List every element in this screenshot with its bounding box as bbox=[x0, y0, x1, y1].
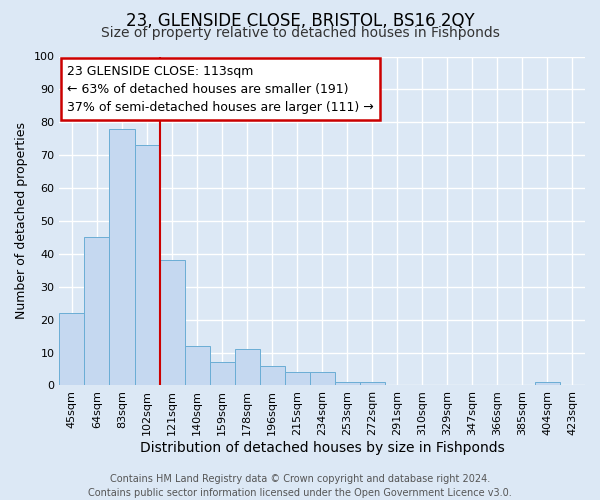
Bar bbox=[235, 350, 260, 386]
Y-axis label: Number of detached properties: Number of detached properties bbox=[15, 122, 28, 320]
Bar bbox=[185, 346, 209, 386]
Bar bbox=[310, 372, 335, 386]
Bar bbox=[209, 362, 235, 386]
Text: Size of property relative to detached houses in Fishponds: Size of property relative to detached ho… bbox=[101, 26, 499, 40]
Bar bbox=[335, 382, 360, 386]
Bar bbox=[284, 372, 310, 386]
Bar bbox=[109, 129, 134, 386]
Bar bbox=[59, 313, 85, 386]
Text: 23, GLENSIDE CLOSE, BRISTOL, BS16 2QY: 23, GLENSIDE CLOSE, BRISTOL, BS16 2QY bbox=[125, 12, 475, 30]
Bar bbox=[535, 382, 560, 386]
Bar bbox=[134, 146, 160, 386]
Bar bbox=[260, 366, 284, 386]
Bar bbox=[160, 260, 185, 386]
Text: Contains HM Land Registry data © Crown copyright and database right 2024.
Contai: Contains HM Land Registry data © Crown c… bbox=[88, 474, 512, 498]
Text: 23 GLENSIDE CLOSE: 113sqm
← 63% of detached houses are smaller (191)
37% of semi: 23 GLENSIDE CLOSE: 113sqm ← 63% of detac… bbox=[67, 64, 374, 114]
X-axis label: Distribution of detached houses by size in Fishponds: Distribution of detached houses by size … bbox=[140, 441, 505, 455]
Bar bbox=[360, 382, 385, 386]
Bar bbox=[85, 238, 109, 386]
